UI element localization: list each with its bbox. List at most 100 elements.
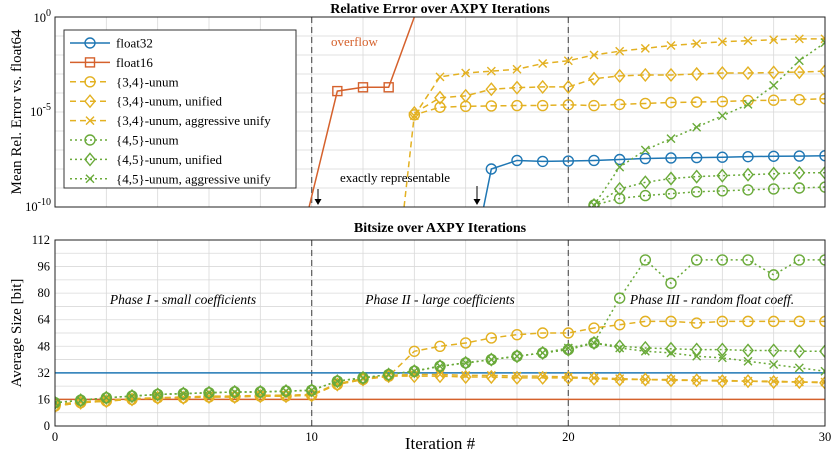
error-series xyxy=(588,181,825,207)
error-data-point xyxy=(716,95,729,108)
bitsize-data-point xyxy=(178,389,188,399)
error-series xyxy=(403,93,825,207)
error-data-point xyxy=(332,85,343,97)
legend-entry: {4,5}-unum, unified xyxy=(70,152,222,167)
error-data-point xyxy=(588,71,600,86)
error-data-point xyxy=(486,66,496,76)
bitsize-data-point xyxy=(151,387,164,402)
bitsize-data-point xyxy=(819,375,825,390)
legend-label: {3,4}-unum, aggressive unify xyxy=(116,113,271,128)
bitsize-y-tick-label: 112 xyxy=(32,233,50,247)
bitsize-data-point xyxy=(742,254,754,266)
bitsize-data-point xyxy=(589,373,599,383)
error-data-point xyxy=(639,152,652,165)
error-data-point xyxy=(562,99,575,111)
error-data-point xyxy=(819,150,825,162)
bitsize-data-point xyxy=(613,372,626,387)
error-series xyxy=(308,17,416,207)
bitsize-data-point xyxy=(512,351,522,361)
legend-label: {4,5}-unum xyxy=(116,133,179,148)
error-series xyxy=(408,64,825,121)
error-data-point xyxy=(639,175,652,190)
bitsize-chart: Bitsize over AXPY Iterations 0 16 32 48 64 80… xyxy=(9,221,831,453)
error-data-point xyxy=(536,79,549,95)
bitsize-data-point xyxy=(562,370,575,385)
legend-label: {3,4}-unum, unified xyxy=(116,94,222,109)
error-data-point xyxy=(665,187,677,200)
legend-marker xyxy=(84,134,96,146)
legend-marker xyxy=(84,152,96,167)
bitsize-data-point xyxy=(742,343,754,358)
bitsize-data-point xyxy=(153,389,163,399)
bitsize-data-point xyxy=(204,388,214,398)
arrow-right xyxy=(473,186,481,205)
phase-1-label: Phase I - small coefficients xyxy=(109,292,256,307)
bitsize-data-point xyxy=(640,375,650,384)
exactly-representable-annotation: exactly representable xyxy=(340,170,450,185)
legend-marker xyxy=(84,37,96,49)
bitsize-data-point xyxy=(332,376,342,386)
error-data-point xyxy=(716,185,729,197)
bitsize-data-point xyxy=(743,356,753,366)
error-chart: Relative Error over AXPY Iterations 1001… xyxy=(9,2,826,214)
bitsize-data-point xyxy=(435,370,445,380)
bitsize-data-point xyxy=(767,269,780,281)
bitsize-data-point xyxy=(434,340,446,352)
error-data-point xyxy=(512,64,522,74)
bitsize-data-point xyxy=(203,385,215,400)
error-data-point xyxy=(820,38,825,48)
legend-entry: {4,5}-unum, aggressive unify xyxy=(70,171,271,186)
error-data-point xyxy=(769,80,779,90)
bitsize-data-point xyxy=(717,353,727,363)
error-data-point xyxy=(613,98,626,111)
bitsize-data-point xyxy=(690,373,703,388)
bitsize-data-point xyxy=(382,369,395,384)
error-data-point xyxy=(615,162,625,172)
bitsize-data-point xyxy=(819,315,825,328)
bitsize-data-point xyxy=(820,366,825,376)
error-data-point xyxy=(589,50,599,60)
error-data-point xyxy=(690,66,703,82)
bitsize-data-point xyxy=(331,374,344,389)
legend-marker xyxy=(85,174,95,184)
error-data-point xyxy=(639,67,652,83)
bitsize-data-point xyxy=(408,345,421,357)
bitsize-data-point xyxy=(536,345,549,361)
bitsize-data-point xyxy=(384,370,394,380)
bitsize-data-point xyxy=(665,277,677,289)
bitsize-data-point xyxy=(767,315,780,328)
error-data-point xyxy=(716,151,729,163)
legend-entry: float16 xyxy=(70,55,153,70)
legend-entry: {3,4}-unum, aggressive unify xyxy=(70,113,271,128)
error-data-point xyxy=(665,67,677,83)
bitsize-data-point xyxy=(716,254,729,266)
error-chart-title: Relative Error over AXPY Iterations xyxy=(330,2,550,17)
bitsize-data-point xyxy=(511,328,523,341)
bitsize-data-point xyxy=(716,374,729,389)
legend-box xyxy=(63,29,297,189)
bitsize-data-point xyxy=(589,338,599,348)
error-series-line xyxy=(593,172,825,206)
bitsize-y-tick-label: 96 xyxy=(38,260,51,274)
bitsize-data-point xyxy=(512,371,522,381)
bitsize-data-point xyxy=(563,372,573,382)
legend-label: float32 xyxy=(116,36,153,51)
legend-entry: {4,5}-unum xyxy=(70,133,179,148)
error-series-line xyxy=(413,70,825,114)
error-data-point xyxy=(357,82,369,93)
bitsize-data-point xyxy=(640,346,650,356)
bitsize-data-point xyxy=(254,384,267,400)
error-data-point xyxy=(742,184,754,196)
error-data-point xyxy=(383,82,394,93)
error-y-tick-label: 10-5 xyxy=(30,102,51,119)
error-series xyxy=(589,38,825,207)
error-series xyxy=(482,150,825,207)
bitsize-data-point xyxy=(101,395,111,405)
bitsize-y-ticks: 0 16 32 48 64 80 96 112 xyxy=(32,233,51,433)
bitsize-data-point xyxy=(665,341,677,356)
error-data-point xyxy=(563,56,573,66)
bitsize-data-point xyxy=(692,351,702,361)
bitsize-data-point xyxy=(55,398,60,408)
bitsize-data-point xyxy=(793,254,806,266)
